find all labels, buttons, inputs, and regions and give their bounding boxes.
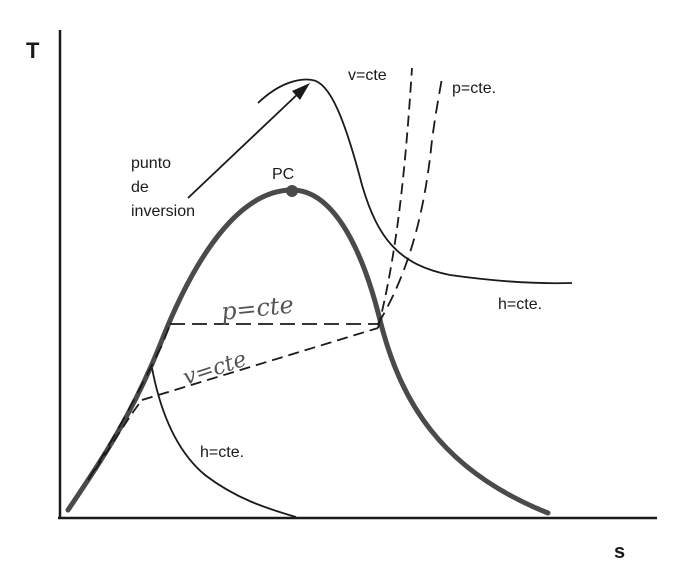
isenthalp-bottom-label: h=cte.: [200, 444, 244, 461]
isenthalp-upper-curve: [257, 78, 573, 285]
isobar-dashed-right: [377, 77, 443, 325]
inversion-label-line2: de: [131, 179, 149, 196]
isochore-label: v=cte: [348, 67, 387, 84]
x-axis-label: s: [614, 541, 625, 563]
critical-point-label: PC: [272, 166, 294, 183]
saturation-dome: [65, 187, 551, 516]
critical-point-marker: [286, 185, 298, 197]
isenthalp-lower-curve: [151, 367, 297, 518]
isochore-dashed-left: [94, 399, 143, 471]
inversion-arrow-head: [292, 83, 310, 100]
inversion-label-line3: inversion: [131, 203, 195, 220]
isenthalp-right-label: h=cte.: [498, 296, 542, 313]
inversion-arrow-line: [187, 89, 303, 199]
y-axis-label: T: [26, 38, 40, 63]
inversion-label-line1: punto: [131, 155, 171, 172]
isobar-label: p=cte.: [452, 80, 496, 97]
handwritten-isochore-label: v=cte: [180, 347, 250, 391]
isochore-dashed-middle: [141, 327, 379, 401]
handwritten-isobar-label: p=cte: [220, 291, 295, 326]
isochore-dashed-right: [377, 67, 413, 329]
isobar-dashed-left: [87, 324, 171, 481]
